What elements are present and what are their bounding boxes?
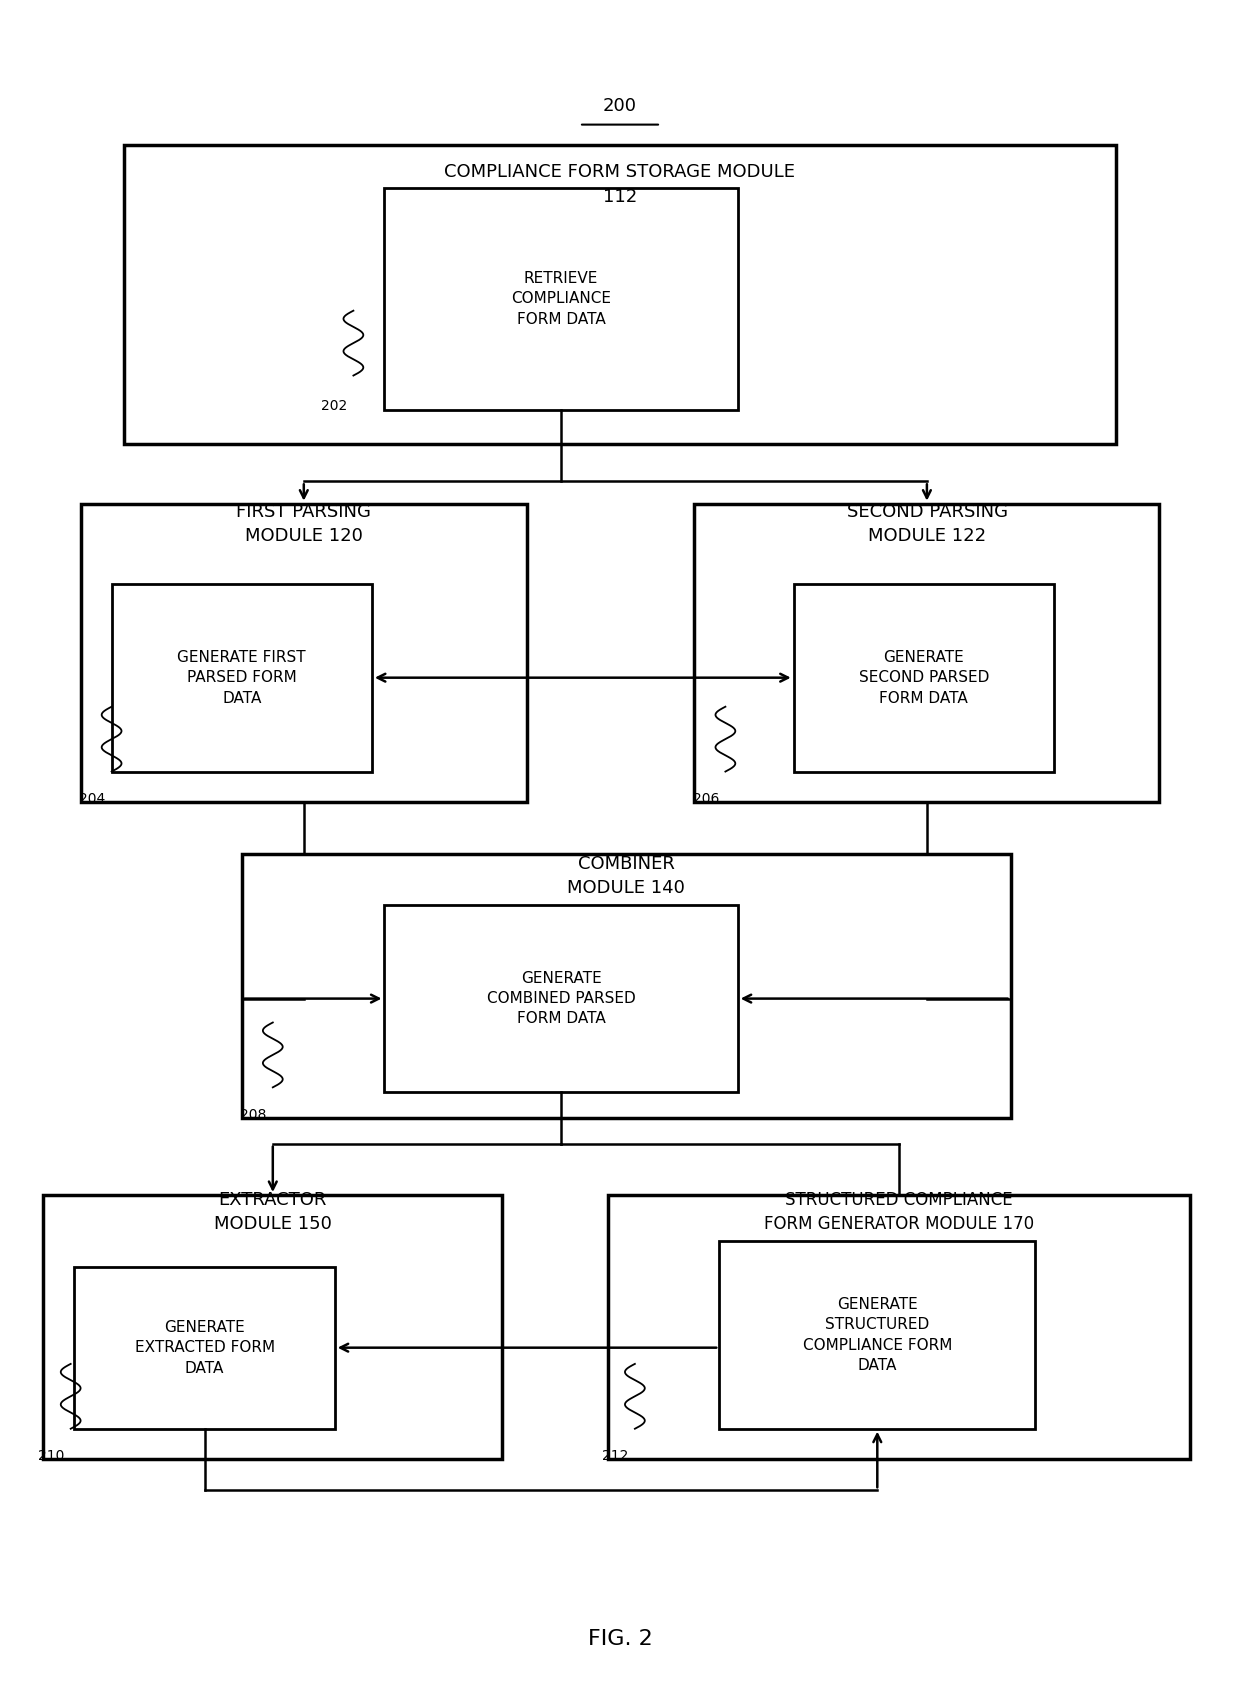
Bar [242,854,1011,1118]
Text: FIG. 2: FIG. 2 [588,1628,652,1649]
Text: 204: 204 [79,792,105,806]
Bar [794,584,1054,772]
Text: EXTRACTOR
MODULE 150: EXTRACTOR MODULE 150 [213,1191,332,1232]
Text: 212: 212 [603,1449,629,1463]
Text: 202: 202 [321,399,347,413]
Text: GENERATE FIRST
PARSED FORM
DATA: GENERATE FIRST PARSED FORM DATA [177,650,306,705]
Bar [694,504,1159,802]
Text: GENERATE
COMBINED PARSED
FORM DATA: GENERATE COMBINED PARSED FORM DATA [487,971,635,1026]
Text: SECOND PARSING
MODULE 122: SECOND PARSING MODULE 122 [847,504,1008,545]
Bar [719,1241,1035,1429]
Text: COMBINER
MODULE 140: COMBINER MODULE 140 [567,855,686,896]
Text: RETRIEVE
COMPLIANCE
FORM DATA: RETRIEVE COMPLIANCE FORM DATA [511,271,611,326]
Bar [124,145,1116,444]
Text: 200: 200 [603,97,637,114]
Text: 208: 208 [241,1108,267,1121]
Text: GENERATE
STRUCTURED
COMPLIANCE FORM
DATA: GENERATE STRUCTURED COMPLIANCE FORM DATA [802,1297,952,1372]
Text: FIRST PARSING
MODULE 120: FIRST PARSING MODULE 120 [237,504,371,545]
Text: COMPLIANCE FORM STORAGE MODULE
112: COMPLIANCE FORM STORAGE MODULE 112 [444,164,796,205]
Bar [74,1267,335,1429]
Text: STRUCTURED COMPLIANCE
FORM GENERATOR MODULE 170: STRUCTURED COMPLIANCE FORM GENERATOR MOD… [764,1191,1034,1232]
Text: GENERATE
SECOND PARSED
FORM DATA: GENERATE SECOND PARSED FORM DATA [858,650,990,705]
Bar [608,1195,1190,1459]
Bar [112,584,372,772]
Bar [384,188,738,410]
Text: 206: 206 [693,792,719,806]
Bar [81,504,527,802]
Bar [384,905,738,1092]
Text: GENERATE
EXTRACTED FORM
DATA: GENERATE EXTRACTED FORM DATA [134,1320,275,1376]
Bar [43,1195,502,1459]
Text: 210: 210 [38,1449,64,1463]
